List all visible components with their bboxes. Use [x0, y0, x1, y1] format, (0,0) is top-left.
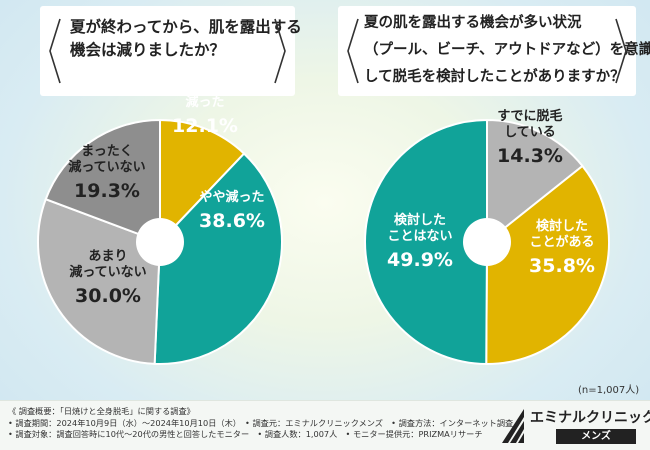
pie2-category-label: 検討した	[394, 212, 446, 228]
pie2-value-label: 49.9%	[387, 249, 453, 271]
pie1-slice	[44, 118, 161, 244]
question-1-line: 夏が終わってから、肌を露出する	[70, 18, 302, 36]
brand-logo: エミナルクリニック メンズ	[500, 405, 650, 447]
pie2-category-label: すでに脱毛	[497, 108, 562, 124]
pie1-center-hole	[136, 218, 184, 266]
survey-note: 《 調査概要：「日焼けと全身脱毛」に関する調査》	[8, 406, 195, 416]
bracket-right-icon	[615, 18, 627, 84]
pie2-value-label: 14.3%	[497, 145, 563, 167]
pie1-slice	[153, 152, 283, 365]
pie1-category-label: あまり	[88, 249, 127, 264]
pie2-slice	[363, 118, 488, 366]
pie2-slice	[485, 164, 610, 365]
footer: 《 調査概要：「日焼けと全身脱毛」に関する調査》 • 調査期間：2024年10月…	[0, 400, 650, 450]
question-box-2: 夏の肌を露出する機会が多い状況 （プール、ビーチ、アウトドアなど）を意識 して脱…	[338, 6, 650, 96]
brand-sub: メンズ	[556, 429, 636, 444]
pie2-category-label: 検討した	[536, 218, 588, 234]
brand-name: エミナルクリニック	[530, 410, 650, 426]
pie2-category-label: ことはない	[387, 229, 452, 244]
pie1-category-label: 減っていない	[68, 159, 145, 175]
pie-charts: とても減った12.1%やや減った38.6%あまり減っていない30.0%まったく減…	[37, 79, 610, 366]
pie1-slice	[37, 197, 162, 365]
survey-infographic: 夏が終わってから、肌を露出する 機会は減りましたか？ 夏の肌を露出する機会が多い…	[37, 6, 650, 396]
brand-mark-icon	[502, 409, 524, 443]
survey-notes: 《 調査概要：「日焼けと全身脱毛」に関する調査》 • 調査期間：2024年10月…	[8, 406, 513, 441]
survey-note: • 調査期間：2024年10月9日（水）～2024年10月10日（木） • 調査…	[8, 417, 514, 428]
pie1-value-label: 38.6%	[199, 210, 265, 232]
pie1-category-label: 減った	[185, 94, 224, 110]
question-2-line: （プール、ビーチ、アウトドアなど）を意識	[364, 42, 650, 58]
pie1-category-label: 減っていない	[69, 264, 146, 280]
pie1-slice-label: やや減った 38.6%	[199, 189, 265, 232]
sample-size-note: (n=1,007人)	[578, 385, 640, 396]
pie2-slice	[486, 118, 584, 245]
bracket-left-icon	[347, 18, 359, 84]
bracket-right-icon	[274, 18, 286, 84]
pie1-category-label: やや減った	[199, 189, 264, 205]
bracket-left-icon	[49, 18, 61, 84]
question-2-line: 夏の肌を露出する機会が多い状況	[364, 15, 582, 31]
pie2-category-label: している	[504, 125, 556, 140]
pie2-value-label: 35.8%	[529, 255, 595, 277]
pie1-value-label: 12.1%	[172, 115, 238, 137]
pie2-category-label: ことがある	[529, 234, 594, 250]
question-1-line: 機会は減りましたか？	[70, 41, 226, 59]
question-box-1: 夏が終わってから、肌を露出する 機会は減りましたか？	[40, 6, 302, 96]
survey-note: • 調査対象：調査回答時に10代～20代の男性と回答したモニター • 調査人数：…	[8, 429, 483, 439]
pie1-slice	[159, 118, 246, 245]
pie2-center-hole	[463, 218, 511, 266]
question-2-line: して脱毛を検討したことがありますか？	[364, 69, 625, 85]
pie1-category-label: まったく	[81, 144, 132, 159]
pie1-value-label: 19.3%	[74, 180, 140, 202]
pie1-category-label: とても	[186, 79, 224, 94]
pie1-value-label: 30.0%	[75, 285, 141, 307]
